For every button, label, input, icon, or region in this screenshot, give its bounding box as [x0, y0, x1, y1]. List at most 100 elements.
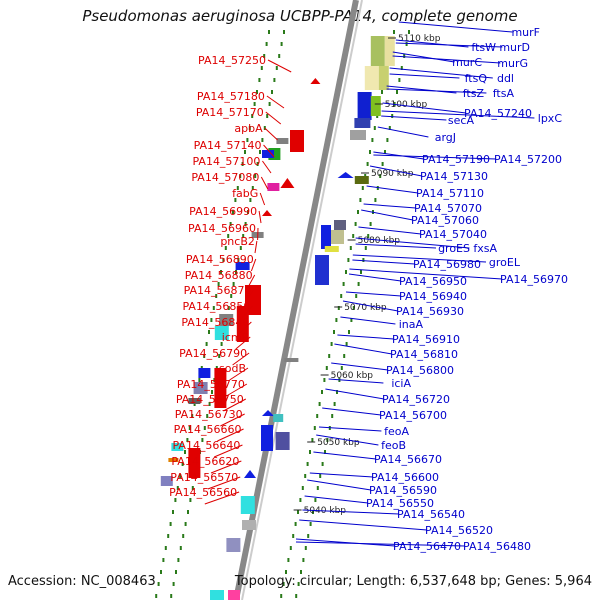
leader-line — [309, 472, 374, 478]
gene-arrow — [244, 470, 256, 478]
left-gene-label: PA14_56990 — [189, 205, 257, 218]
right-gene-label: PA14_56810 — [390, 348, 458, 361]
right-gene-label: lpxC — [538, 112, 563, 125]
tick-dot — [345, 270, 347, 274]
tick-dot — [251, 186, 254, 190]
left-gene-label: PA14_56570 — [170, 471, 238, 484]
left-gene-label: PA14_57250 — [198, 54, 266, 67]
tick-dot — [306, 462, 309, 466]
tick-dot — [265, 42, 268, 46]
gene-labels-layer: PA14_57250 PA14_57180 PA14_57170 apbA PA14_5… — [169, 26, 568, 553]
left-gene-label: PA14_56730 — [175, 408, 243, 421]
tick-dot — [367, 234, 370, 238]
leader-line — [226, 383, 248, 397]
tick-dot — [371, 138, 374, 142]
gene-block — [378, 66, 389, 90]
tick-dot — [227, 306, 230, 310]
right-gene-label: groES — [438, 242, 470, 255]
right-gene-label: PA14_56970 — [500, 273, 568, 286]
leader-line — [295, 538, 396, 547]
tick-dot — [318, 402, 321, 406]
leader-line — [349, 268, 503, 280]
tick-dot — [210, 318, 213, 322]
leader-line — [204, 491, 240, 505]
leader-line — [244, 289, 254, 303]
kbp-label: 5100 kbp — [385, 100, 428, 110]
right-gene-label: murF — [511, 26, 540, 39]
tick-dot — [172, 582, 175, 586]
right-gene-label: inaA — [399, 318, 424, 331]
kbp-label: 5060 kbp — [331, 371, 374, 381]
leader-line — [241, 305, 253, 319]
gene-block — [321, 225, 331, 249]
tick-dot — [217, 282, 220, 286]
gene-block — [168, 458, 179, 462]
tick-dot — [227, 234, 230, 238]
gene-block — [245, 285, 261, 315]
leader-line — [381, 115, 447, 121]
backbone-layer — [233, 0, 363, 600]
tick-dot — [164, 546, 167, 550]
right-gene-label: PA14_56590 — [369, 484, 437, 497]
gene-block — [275, 432, 290, 450]
tick-dot — [343, 354, 346, 358]
tick-dot — [208, 402, 211, 406]
right-gene-label: PA14_57040 — [419, 228, 487, 241]
tick-dot — [256, 90, 258, 94]
tick-dot — [388, 126, 391, 130]
tick-dot — [381, 90, 383, 94]
gene-arrow — [280, 178, 295, 188]
left-gene-label: PA14_56790 — [179, 347, 247, 360]
tick-dot — [361, 186, 364, 190]
leader-line — [355, 237, 470, 249]
right-gene-label: murD — [499, 41, 530, 54]
tick-dot — [263, 54, 266, 58]
tick-dot — [232, 282, 235, 286]
leader-line — [264, 127, 278, 141]
tick-dot — [289, 546, 292, 550]
leader-line — [337, 334, 395, 340]
tick-dot — [242, 234, 245, 238]
right-gene-label: PA14_56950 — [399, 275, 467, 288]
tick-dot — [282, 582, 285, 586]
leader-line — [322, 407, 382, 416]
tick-dot — [347, 258, 350, 262]
tick-dot — [336, 390, 338, 394]
leader-line — [377, 126, 429, 138]
tick-dot — [174, 498, 177, 502]
leader-line — [398, 21, 513, 33]
left-gene-label: PA14_56620 — [171, 455, 239, 468]
tick-dot — [297, 582, 300, 586]
right-gene-label: feoA — [384, 425, 409, 438]
gene-block — [357, 92, 372, 120]
gene-arrow — [262, 210, 272, 216]
kbp-label: 5070 kbp — [344, 303, 387, 313]
tick-dot — [224, 246, 227, 250]
tick-dot — [359, 198, 362, 202]
tick-dot — [364, 246, 367, 250]
leader-line — [235, 336, 251, 350]
genome-backbone-shadow — [241, 0, 363, 600]
tick-dot — [350, 318, 353, 322]
tick-dot — [345, 342, 348, 346]
tick-dot — [357, 210, 359, 214]
leader-line — [266, 95, 285, 109]
tick-dot — [160, 570, 162, 574]
leader-line — [334, 343, 393, 355]
left-gene-label: PA14_56640 — [172, 439, 240, 452]
left-gene-label: fabG — [232, 187, 258, 200]
leader-line — [352, 254, 487, 263]
leader-line — [254, 240, 258, 254]
right-gene-label: PA14_56720 — [382, 393, 450, 406]
kbp-label: 5090 kbp — [371, 169, 414, 179]
gene-block — [284, 358, 299, 362]
tick-dot — [319, 474, 322, 478]
left-gene-label: PA14_56850 — [182, 300, 250, 313]
leader-line — [392, 55, 501, 64]
tick-dot — [330, 342, 333, 346]
tick-dot — [340, 294, 343, 298]
tick-dot — [316, 414, 319, 418]
tick-dot — [258, 78, 261, 82]
right-gene-label: murC — [452, 56, 482, 69]
tick-dot — [203, 426, 206, 430]
